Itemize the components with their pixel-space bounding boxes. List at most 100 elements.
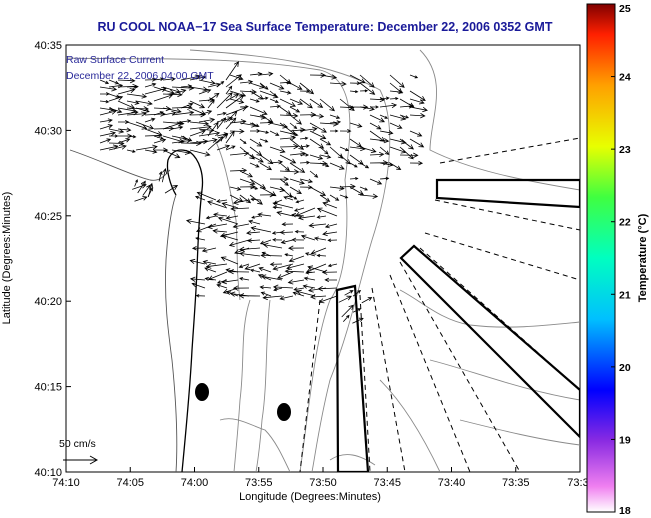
current-vector <box>249 146 263 157</box>
current-vector <box>205 263 228 269</box>
current-vector <box>295 199 305 204</box>
current-vector <box>99 99 110 104</box>
colorbar-tick-label: 25 <box>619 3 631 15</box>
current-vector <box>109 134 119 138</box>
current-vector <box>329 162 345 170</box>
current-vector <box>239 138 247 145</box>
current-vector <box>135 100 153 106</box>
current-vector <box>162 110 177 116</box>
current-vector <box>205 215 217 220</box>
current-vector <box>189 149 211 157</box>
current-vector <box>229 74 244 81</box>
current-vector <box>249 71 263 77</box>
current-vector <box>279 178 289 186</box>
current-vector <box>229 150 250 157</box>
current-vector <box>99 118 113 123</box>
current-vector <box>269 176 290 182</box>
current-vector <box>196 191 217 201</box>
current-vector <box>399 138 415 150</box>
colorbar <box>586 3 616 513</box>
current-vector <box>162 76 176 82</box>
current-vector <box>144 82 157 88</box>
current-vector <box>339 104 355 110</box>
current-vector <box>369 96 386 103</box>
current-vector <box>322 201 338 209</box>
current-vector <box>228 239 250 247</box>
current-vector <box>359 193 379 199</box>
colorbar-tick-label: 24 <box>619 72 631 84</box>
current-vector <box>132 183 147 190</box>
current-vector <box>249 186 259 190</box>
current-vector <box>389 122 403 129</box>
current-vector <box>389 138 407 145</box>
current-vector <box>171 138 192 144</box>
current-vector <box>409 138 425 148</box>
current-vector <box>117 88 136 95</box>
colorbar-ticks: 18 19 20 21 22 23 24 25 <box>611 3 631 517</box>
current-vector <box>307 265 327 273</box>
colorbar-tick-label: 22 <box>619 217 631 229</box>
current-vector <box>303 276 316 281</box>
current-vector <box>239 79 254 85</box>
current-vector <box>216 279 228 284</box>
current-vector <box>279 135 297 141</box>
current-vector <box>279 113 299 119</box>
current-vector <box>202 259 217 265</box>
current-vector <box>195 223 217 233</box>
current-vector <box>259 162 273 171</box>
current-vector <box>217 216 239 225</box>
current-vector <box>409 74 419 79</box>
current-vector <box>389 97 399 101</box>
current-vector <box>300 153 310 157</box>
current-vector <box>279 162 290 172</box>
current-vector <box>295 289 316 297</box>
current-vector <box>244 263 261 271</box>
current-vector <box>225 85 233 95</box>
colorbar-tick-label: 21 <box>619 289 631 301</box>
current-vector <box>269 98 279 103</box>
current-vector <box>220 256 239 265</box>
current-vector <box>198 117 216 123</box>
y-axis-ticks: 40:10 40:15 40:20 40:25 40:30 40:35 <box>34 40 71 479</box>
current-vector <box>272 238 283 242</box>
current-vector <box>161 168 167 183</box>
current-vector <box>259 71 274 77</box>
current-vector <box>135 121 155 130</box>
y-tick-label: 40:25 <box>34 211 62 223</box>
current-vector <box>369 130 386 142</box>
current-vector <box>99 124 114 130</box>
current-vector <box>349 162 358 168</box>
current-vector <box>309 170 319 178</box>
current-vector <box>317 286 338 292</box>
current-vector <box>249 82 266 89</box>
current-vector <box>329 114 341 119</box>
current-vector <box>291 237 305 243</box>
current-vector <box>126 134 137 139</box>
bathymetry-contours <box>66 49 580 472</box>
current-vector <box>134 196 148 202</box>
current-vector <box>201 247 217 253</box>
current-vector <box>279 90 292 95</box>
colorbar-tick-label: 23 <box>619 144 631 156</box>
current-vector <box>319 162 330 168</box>
current-vector <box>162 135 185 144</box>
current-vector <box>279 154 297 164</box>
current-vector <box>349 90 359 94</box>
current-vector <box>309 122 327 133</box>
current-vector <box>329 194 340 201</box>
current-vector <box>229 167 248 174</box>
current-vector <box>369 151 385 157</box>
current-vector <box>207 121 219 137</box>
current-vector <box>99 138 112 144</box>
current-vector <box>249 154 264 163</box>
current-vector <box>369 114 386 123</box>
current-vector <box>288 245 305 251</box>
current-vector <box>147 187 153 197</box>
current-vector <box>359 74 375 88</box>
current-vector <box>99 86 118 92</box>
current-vector <box>259 192 276 198</box>
current-vector <box>269 82 285 90</box>
current-vector <box>339 154 351 165</box>
current-vector <box>281 222 294 227</box>
current-vector <box>309 98 324 108</box>
